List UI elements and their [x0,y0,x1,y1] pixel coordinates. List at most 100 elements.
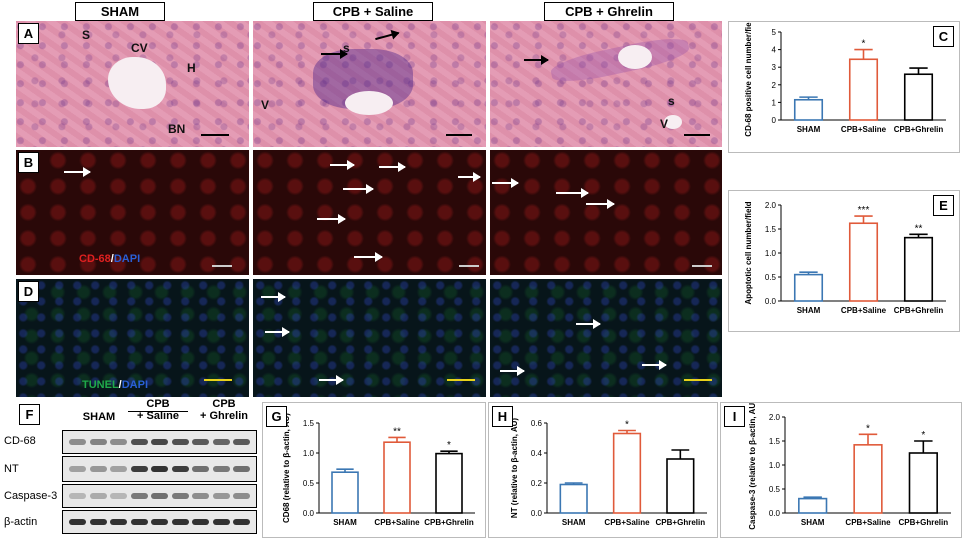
y-tick-label: 0 [772,116,777,125]
x-tick-label: SHAM [797,306,821,315]
bar-cpb-ghrelin [435,452,463,514]
arrow [321,49,348,59]
group-label-cpb-ghrelin: CPB + Ghrelin [200,398,248,422]
y-tick-label: 0.5 [303,479,315,488]
y-tick-label: 0.0 [303,509,315,518]
blot-band [151,439,168,445]
x-tick-label: CPB+Saline [845,518,891,527]
arrow [64,167,91,177]
column-header-cpb-saline: CPB + Saline [313,2,433,21]
arrow [261,292,286,302]
blot-band [110,493,127,499]
arrow [524,55,549,65]
blot-beta-actin [62,510,257,534]
blot-band [192,493,209,499]
blot-band [171,466,189,472]
x-tick-label: SHAM [333,518,357,527]
blot-band [233,519,250,525]
he-image-cpb-ghrelin: s V [490,21,722,147]
cd68-image-cpb-saline [253,150,486,275]
bar-sham [798,497,828,514]
annotation-bn: BN [168,122,186,136]
scale-bar [459,265,479,267]
blot-band [69,466,86,472]
blot-band [130,439,148,445]
group-underline [128,411,188,412]
y-axis-label: CD-68 positive cell number/field [744,22,753,137]
panel-label-d: D [18,281,39,302]
tunel-image-sham: TUNEL/DAPI [16,279,249,397]
annotation-s: s [343,41,350,55]
arrow [379,162,406,172]
arrow [576,319,601,329]
chart-i: 0.0 0.5 1.0 1.5 2.0 Caspase-3 (relative to β-… [748,400,951,530]
annotation-cv: CV [131,41,148,55]
column-header-sham: SHAM [75,2,165,21]
arrow [458,172,481,182]
arrow [375,31,399,41]
significance-marker: * [862,39,866,50]
y-tick-label: 2.0 [769,413,781,422]
x-tick-label: CPB+Ghrelin [424,518,474,527]
chart-frame-h: 0.0 0.2 0.4 0.6 NT (relative to β-actin, AU)… [488,402,718,538]
arrow [642,360,667,370]
blot-band [130,519,148,525]
panel-label-a: A [18,23,39,44]
blot-caspase-3 [62,484,257,508]
x-tick-label: CPB+Saline [841,306,887,315]
he-image-cpb-saline: s V [253,21,486,147]
blot-band [151,466,168,472]
vessel [618,45,652,69]
bar-sham [793,273,824,302]
bar-sham [331,471,359,514]
blot-band [233,439,250,445]
stain-label: TUNEL/DAPI [82,379,149,391]
significance-marker: *** [858,205,870,216]
arrow [556,188,589,198]
y-tick-label: 0.4 [531,449,543,458]
stain-label: CD-68/DAPI [79,253,141,265]
panel-label-c: C [933,26,954,47]
y-tick-label: 0.0 [769,509,781,518]
x-tick-label: CPB+Saline [841,125,887,134]
y-tick-label: 2 [772,81,777,90]
chart-h: 0.0 0.2 0.4 0.6 NT (relative to β-actin, AU)… [510,418,707,527]
scale-bar [447,379,475,381]
significance-marker: * [625,420,629,431]
y-tick-label: 0.0 [765,297,777,306]
annotation-h: H [187,61,196,75]
blot-band [233,493,250,499]
blot-band [130,493,148,499]
x-tick-label: SHAM [562,518,586,527]
y-tick-label: 5 [772,28,777,37]
central-vein [108,57,166,109]
annotation-v: V [261,98,270,112]
blot-label-cd68: CD-68 [4,435,36,447]
x-tick-label: SHAM [797,125,821,134]
blot-band [171,493,189,499]
y-tick-label: 0.6 [531,419,543,428]
blot-band [110,466,127,472]
arrow [354,252,383,262]
blot-band [89,439,107,445]
arrow [330,160,355,170]
y-axis-label: Caspase-3 (relative to β-actin, AU) [748,403,757,530]
blot-band [130,466,148,472]
y-tick-label: 0.2 [531,479,543,488]
bar-cpb-saline [853,444,883,514]
significance-marker: * [921,430,925,441]
chart-c: 0 1 2 3 4 5 CD-68 positive cell number/field SH… [744,15,946,137]
y-tick-label: 1 [772,98,777,107]
tunel-image-cpb-ghrelin [490,279,722,397]
scale-bar [684,134,710,136]
blot-band [89,493,107,499]
scale-bar [201,134,229,136]
panel-label-h: H [492,406,513,427]
annotation-s: s [668,94,675,108]
y-tick-label: 1.0 [765,249,777,258]
blot-band [69,493,86,499]
bar-cpb-saline [848,222,879,302]
vessel [664,115,682,129]
scale-bar [204,379,232,381]
cd68-image-sham: CD-68/DAPI [16,150,249,275]
